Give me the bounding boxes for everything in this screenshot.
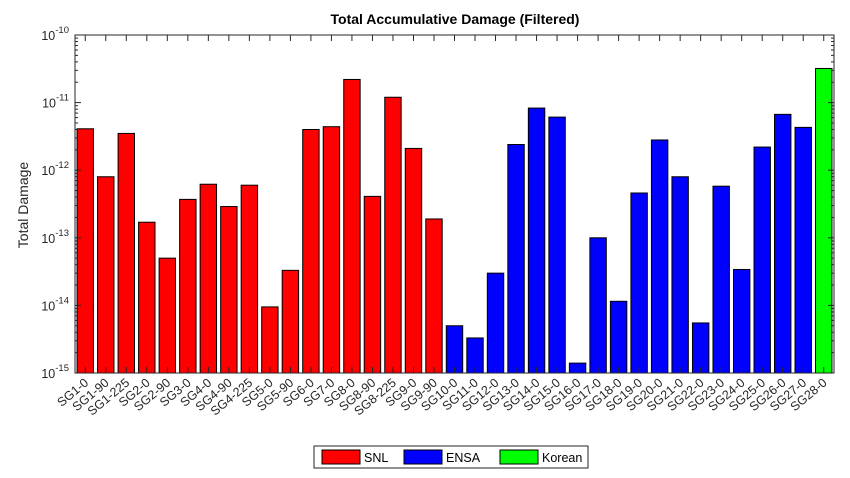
bar-sg22-0: [691, 322, 710, 374]
bar-sg8-90: [363, 195, 382, 374]
bar-sg13-0: [507, 144, 525, 374]
bar-sg25-0: [753, 146, 771, 374]
y-tick-exponent: -11: [56, 93, 69, 104]
y-tick-label: 10-10: [41, 25, 69, 43]
bar-sg5-0: [261, 306, 279, 374]
y-tick-base: 10: [41, 299, 55, 313]
bar-sg1-90: [97, 176, 115, 374]
y-tick-exponent: -10: [55, 25, 69, 36]
bar-sg17-0: [589, 237, 607, 374]
bar-sg15-0: [548, 116, 566, 374]
plot-frame: [74, 34, 835, 374]
y-tick-label: 10-14: [41, 295, 69, 313]
chart-title: Total Accumulative Damage (Filtered): [331, 11, 580, 27]
bar-sg1-225: [117, 132, 135, 374]
y-axis-label: Total Damage: [15, 162, 31, 249]
legend-swatch-snl: [321, 449, 361, 465]
bars-group: [76, 67, 833, 374]
y-tick-exponent: -13: [55, 228, 69, 239]
bar-sg8-0: [343, 78, 361, 374]
bar-sg4-225: [240, 184, 259, 374]
legend-label-ensa: ENSA: [446, 451, 481, 465]
bar-sg18-0: [609, 300, 628, 374]
bar-sg4-90: [220, 206, 238, 374]
legend-label-korean: Korean: [542, 451, 582, 465]
y-tick-label: 10-13: [41, 228, 69, 246]
bar-sg5-90: [281, 269, 300, 374]
bar-sg21-0: [671, 176, 689, 374]
legend-label-snl: SNL: [364, 451, 388, 465]
legend-swatch-korean: [499, 449, 539, 465]
bar-sg4-0: [199, 183, 218, 374]
y-tick-label: 10-11: [42, 93, 69, 111]
bar-sg8-225: [384, 96, 402, 374]
y-tick-label: 10-15: [41, 363, 69, 381]
y-tick-base: 10: [41, 232, 55, 246]
bar-sg14-0: [527, 107, 546, 374]
bar-sg1-0: [76, 128, 94, 374]
bar-sg20-0: [650, 139, 669, 374]
y-tick-base: 10: [42, 97, 56, 111]
bar-sg9-90: [425, 218, 443, 374]
legend: SNL ENSA Korean: [313, 445, 589, 469]
bar-sg2-0: [138, 221, 156, 374]
y-tick-base: 10: [41, 29, 55, 43]
legend-swatch-ensa: [403, 449, 443, 465]
bar-sg24-0: [732, 268, 751, 374]
bar-sg10-0: [445, 325, 464, 374]
bar-sg3-0: [179, 198, 197, 374]
y-tick-exponent: -12: [55, 160, 69, 171]
bar-sg19-0: [630, 192, 648, 374]
y-tick-base: 10: [41, 367, 55, 381]
y-tick-exponent: -14: [55, 295, 69, 306]
y-tick-base: 10: [41, 164, 55, 178]
bar-sg2-90: [158, 257, 177, 374]
bar-sg12-0: [486, 272, 505, 374]
bar-sg7-0: [322, 126, 341, 374]
bar-sg26-0: [774, 113, 792, 374]
bar-sg27-0: [794, 126, 812, 374]
y-tick-exponent: -15: [55, 363, 69, 374]
bar-sg23-0: [712, 185, 730, 374]
bar-sg6-0: [302, 129, 320, 374]
bar-sg9-0: [404, 147, 423, 374]
bar-sg28-0: [815, 67, 833, 374]
y-tick-label: 10-12: [41, 160, 69, 178]
